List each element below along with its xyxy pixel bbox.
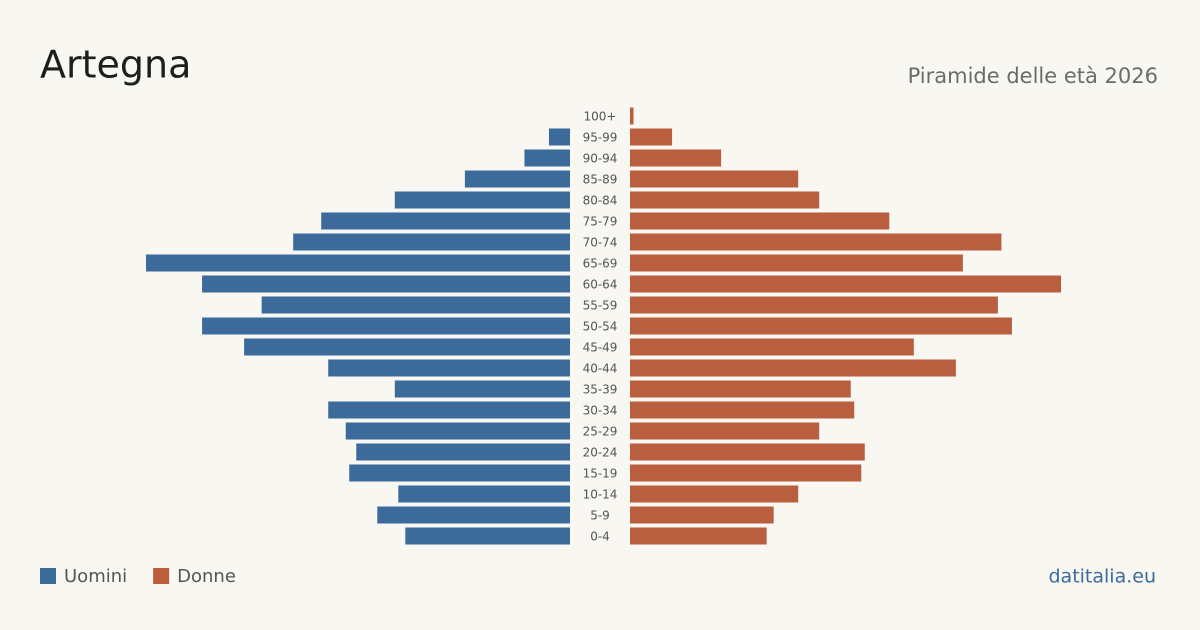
bar <box>356 443 570 461</box>
bar <box>261 296 570 314</box>
bar <box>328 359 570 377</box>
source: datitalia.eu <box>1049 566 1157 588</box>
bar <box>630 296 998 314</box>
age-label: 30-34 <box>583 404 618 418</box>
bar <box>630 149 722 167</box>
legend-swatch <box>40 568 56 584</box>
age-label: 15-19 <box>583 467 618 481</box>
bar <box>328 401 570 419</box>
bar <box>630 485 799 503</box>
age-label: 20-24 <box>583 446 618 460</box>
bar <box>398 485 570 503</box>
bar <box>548 128 570 146</box>
bar <box>394 191 570 209</box>
bar <box>630 128 673 146</box>
bar <box>630 170 799 188</box>
bar <box>405 527 570 545</box>
bar <box>394 380 570 398</box>
age-label: 45-49 <box>583 341 618 355</box>
bar <box>377 506 570 524</box>
age-label: 80-84 <box>583 194 618 208</box>
legend-swatch <box>153 568 170 584</box>
age-label: 5-9 <box>590 509 610 523</box>
age-label: 75-79 <box>583 215 618 229</box>
age-label: 25-29 <box>583 425 618 439</box>
age-label: 40-44 <box>583 362 618 376</box>
age-label: 70-74 <box>583 236 618 250</box>
chart-title: Artegna <box>40 43 191 87</box>
bar <box>630 212 890 230</box>
age-label: 35-39 <box>583 383 618 397</box>
age-label: 100+ <box>584 110 617 124</box>
bar <box>630 506 774 524</box>
age-label: 85-89 <box>583 173 618 187</box>
age-label: 50-54 <box>583 320 618 334</box>
age-label: 0-4 <box>590 530 610 544</box>
bar <box>630 380 851 398</box>
bar <box>630 338 914 356</box>
bar <box>630 464 862 482</box>
bar <box>630 233 1002 251</box>
bar <box>244 338 571 356</box>
legend-label: Donne <box>177 566 236 587</box>
bar <box>630 401 855 419</box>
bar <box>349 464 570 482</box>
bar <box>630 275 1061 293</box>
bar <box>293 233 570 251</box>
bar <box>630 359 956 377</box>
bar <box>630 317 1012 335</box>
bar <box>630 254 963 272</box>
bar <box>202 317 570 335</box>
bar <box>630 527 767 545</box>
bar <box>630 443 865 461</box>
bar <box>464 170 570 188</box>
bar <box>202 275 570 293</box>
bar <box>630 191 820 209</box>
bar <box>630 107 634 125</box>
bar <box>146 254 571 272</box>
bar <box>630 422 820 440</box>
age-label: 90-94 <box>583 152 618 166</box>
age-label: 60-64 <box>583 278 618 292</box>
age-label: 10-14 <box>583 488 618 502</box>
age-label: 65-69 <box>583 257 618 271</box>
bar <box>345 422 570 440</box>
bar <box>321 212 570 230</box>
age-label: 95-99 <box>583 131 618 145</box>
legend-label: Uomini <box>64 566 127 587</box>
age-label: 55-59 <box>583 299 618 313</box>
bar <box>524 149 570 167</box>
chart-subtitle: Piramide delle età 2026 <box>908 64 1158 88</box>
